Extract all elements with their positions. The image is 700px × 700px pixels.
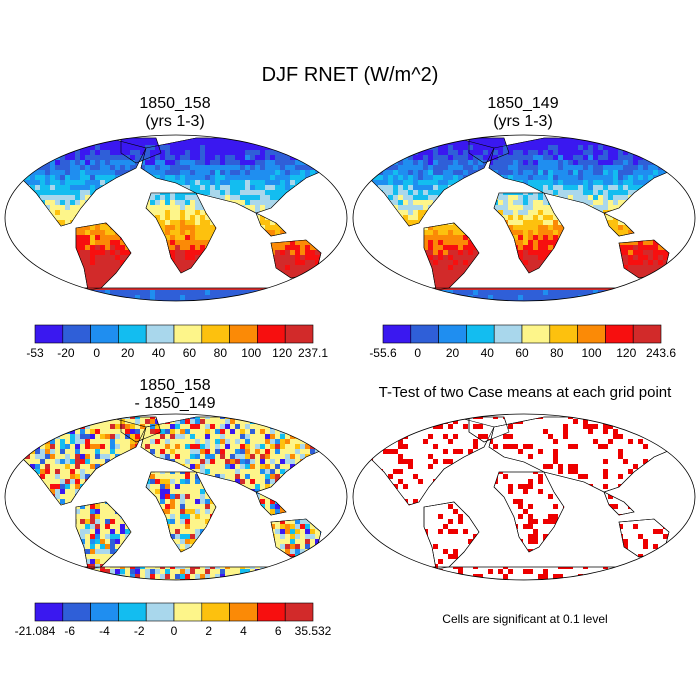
colorbar-1-box-8 <box>257 324 286 344</box>
colorbar-1-box-9 <box>284 324 314 344</box>
colorbar-1-label-8: 120 <box>272 346 292 360</box>
colorbar-1-box-4 <box>145 324 175 344</box>
colorbar-2-box-5 <box>521 324 551 344</box>
map-panel-1 <box>4 134 348 302</box>
colorbar-2-box-4 <box>493 324 523 344</box>
panel-2-title: 1850_149 (yrs 1-3) <box>398 95 648 131</box>
colorbar-2-label-4: 60 <box>515 346 529 360</box>
colorbar-1-label-3: 20 <box>121 346 135 360</box>
colorbar-3-box-0 <box>34 602 64 622</box>
colorbar-1-label-5: 60 <box>183 346 197 360</box>
colorbar-2-box-6 <box>549 324 578 344</box>
colorbar-2-label-3: 40 <box>481 346 495 360</box>
colorbar-2-box-1 <box>410 324 439 344</box>
colorbar-3-box-6 <box>201 602 230 622</box>
panel-1-title-line2: (yrs 1-3) <box>145 113 205 130</box>
panel-3-title-line2: - 1850_149 <box>134 395 216 412</box>
panel-4-title: T-Test of two Case means at each grid po… <box>378 384 672 401</box>
colorbar-1-label-9: 237.1 <box>298 346 328 360</box>
colorbar-2-label-1: 0 <box>414 346 421 360</box>
colorbar-1-label-2: 0 <box>93 346 100 360</box>
colorbar-2: -55.6 0 20 40 60 80 100 120 243.6 <box>369 324 676 360</box>
colorbar-2-box-7 <box>577 324 606 344</box>
colorbar-1-box-2 <box>90 324 119 344</box>
colorbar-2-label-8: 243.6 <box>646 346 676 360</box>
figure-title: DJF RNET (W/m^2) <box>261 64 439 86</box>
colorbar-1-box-5 <box>173 324 203 344</box>
colorbar-2-box-9 <box>632 324 662 344</box>
map-panel-2 <box>352 134 696 302</box>
colorbar-3-label-1: -6 <box>64 624 75 638</box>
colorbar-3-box-2 <box>90 602 119 622</box>
colorbar-2-label-0: -55.6 <box>369 346 397 360</box>
colorbar-3-label-4: 0 <box>171 624 178 638</box>
significance-note: Cells are significant at 0.1 level <box>442 612 608 626</box>
colorbar-2-label-6: 100 <box>581 346 601 360</box>
colorbar-1-box-7 <box>229 324 258 344</box>
panel-2-title-line2: (yrs 1-3) <box>493 113 553 130</box>
colorbar-3-box-1 <box>62 602 91 622</box>
colorbar-3-box-9 <box>284 602 314 622</box>
colorbar-3-label-2: -4 <box>99 624 110 638</box>
colorbar-3-label-5: 2 <box>205 624 212 638</box>
colorbar-2-box-2 <box>438 324 467 344</box>
colorbar-1-box-6 <box>201 324 230 344</box>
map-panel-4 <box>352 413 696 581</box>
colorbar-1-box-1 <box>62 324 91 344</box>
panel-3-title: 1850_158 - 1850_149 <box>50 377 300 413</box>
australia-4 <box>618 518 670 558</box>
colorbar-2-label-7: 120 <box>616 346 636 360</box>
colorbar-2-label-2: 20 <box>446 346 460 360</box>
colorbar-3-box-8 <box>257 602 286 622</box>
panel-2-title-line1: 1850_149 <box>487 95 559 112</box>
colorbar-3: -21.084 -6 -4 -2 0 2 4 6 35.532 <box>15 602 332 638</box>
colorbar-1-label-1: -20 <box>57 346 75 360</box>
colorbar-1: -53 -20 0 20 40 60 80 100 120 237.1 <box>26 324 328 360</box>
colorbar-3-label-0: -21.084 <box>15 624 56 638</box>
colorbar-2-box-0 <box>382 324 412 344</box>
colorbar-2-box-3 <box>466 324 495 344</box>
panel-1-title: 1850_158 (yrs 1-3) <box>50 95 300 131</box>
colorbar-1-label-7: 100 <box>241 346 261 360</box>
colorbar-3-box-3 <box>118 602 147 622</box>
map-panel-3 <box>4 413 348 581</box>
colorbar-3-box-7 <box>229 602 258 622</box>
colorbar-3-label-7: 6 <box>275 624 282 638</box>
colorbar-2-label-5: 80 <box>550 346 564 360</box>
colorbar-3-box-5 <box>173 602 203 622</box>
colorbar-3-label-6: 4 <box>240 624 247 638</box>
colorbar-1-label-6: 80 <box>214 346 228 360</box>
colorbar-3-label-3: -2 <box>134 624 145 638</box>
panel-3-title-line1: 1850_158 <box>139 377 211 394</box>
colorbar-1-box-0 <box>34 324 64 344</box>
colorbar-1-label-4: 40 <box>152 346 166 360</box>
colorbar-2-box-8 <box>605 324 634 344</box>
colorbar-3-box-4 <box>145 602 175 622</box>
colorbar-1-box-3 <box>118 324 147 344</box>
colorbar-1-label-0: -53 <box>26 346 44 360</box>
panel-1-title-line1: 1850_158 <box>139 95 211 112</box>
colorbar-3-label-8: 35.532 <box>295 624 332 638</box>
